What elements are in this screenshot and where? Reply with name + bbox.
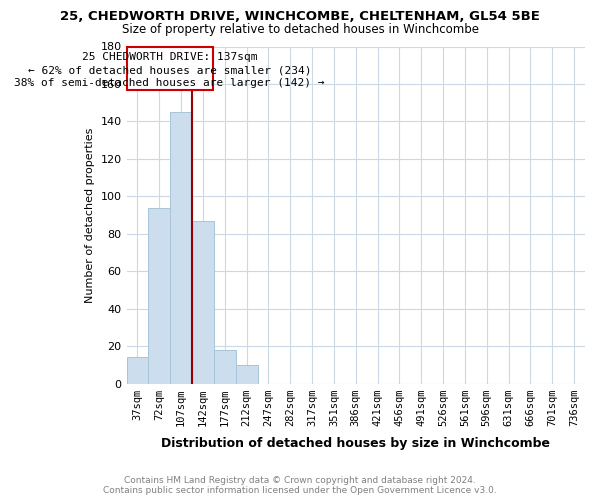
Bar [170, 112, 192, 384]
Text: 38% of semi-detached houses are larger (142) →: 38% of semi-detached houses are larger (… [14, 78, 325, 88]
Bar [236, 365, 257, 384]
X-axis label: Distribution of detached houses by size in Winchcombe: Distribution of detached houses by size … [161, 437, 550, 450]
Bar [192, 220, 214, 384]
Text: Contains HM Land Registry data © Crown copyright and database right 2024.
Contai: Contains HM Land Registry data © Crown c… [103, 476, 497, 495]
Bar [214, 350, 236, 384]
Y-axis label: Number of detached properties: Number of detached properties [85, 128, 95, 302]
Text: 25, CHEDWORTH DRIVE, WINCHCOMBE, CHELTENHAM, GL54 5BE: 25, CHEDWORTH DRIVE, WINCHCOMBE, CHELTEN… [60, 10, 540, 23]
Bar [127, 358, 148, 384]
Text: 25 CHEDWORTH DRIVE: 137sqm: 25 CHEDWORTH DRIVE: 137sqm [82, 52, 257, 62]
Bar [148, 208, 170, 384]
Text: Size of property relative to detached houses in Winchcombe: Size of property relative to detached ho… [121, 22, 479, 36]
FancyBboxPatch shape [127, 46, 213, 90]
Text: ← 62% of detached houses are smaller (234): ← 62% of detached houses are smaller (23… [28, 65, 311, 75]
